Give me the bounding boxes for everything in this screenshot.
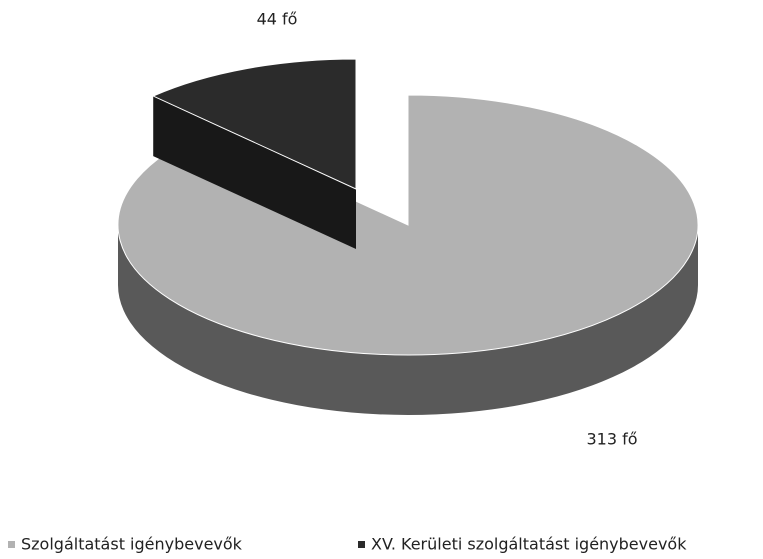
data-label: 44 fő	[257, 10, 298, 29]
legend-marker	[358, 541, 365, 548]
slice-side	[118, 225, 698, 415]
data-label: 313 fő	[586, 430, 637, 449]
legend-label: Szolgáltatást igénybevevők	[21, 535, 243, 554]
legend-marker	[8, 541, 15, 548]
slice-side	[153, 96, 356, 249]
slice-top	[151, 58, 357, 190]
legend-label: XV. Kerületi szolgáltatást igénybevevők	[371, 535, 687, 554]
pie-slice	[151, 58, 357, 249]
